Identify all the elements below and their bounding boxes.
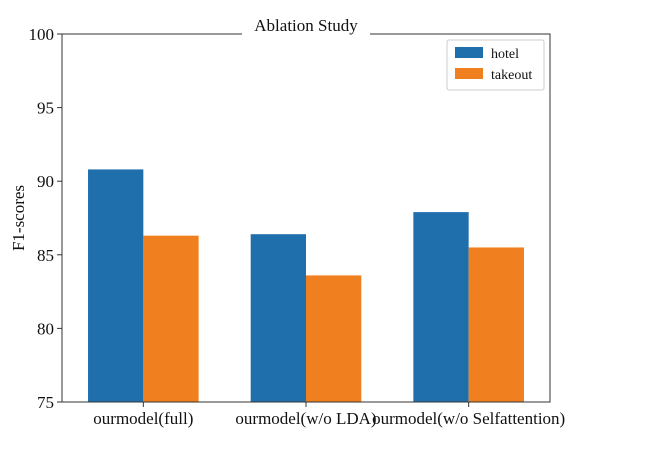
bar-hotel-0 [88, 169, 144, 402]
x-tick-label-1: ourmodel(w/o LDA) [235, 409, 376, 428]
legend-label-hotel: hotel [491, 47, 519, 62]
y-tick-label-85: 85 [37, 246, 54, 265]
x-tick-label-0: ourmodel(full) [93, 409, 193, 428]
bars-group [88, 169, 524, 402]
y-axis-label: F1-scores [9, 185, 28, 251]
bar-hotel-1 [250, 234, 306, 402]
legend: hotel takeout [446, 39, 545, 91]
legend-label-takeout: takeout [491, 68, 532, 83]
chart-title: Ablation Study [254, 16, 358, 35]
legend-swatch-hotel [455, 47, 483, 58]
x-tick-label-2: ourmodel(w/o Selfattention) [372, 409, 565, 428]
bar-takeout-1 [306, 275, 362, 402]
y-tick-label-75: 75 [37, 393, 54, 412]
chart-title-background [242, 14, 370, 36]
legend-swatch-takeout [455, 68, 483, 79]
y-tick-label-95: 95 [37, 99, 54, 118]
y-tick-label-90: 90 [37, 172, 54, 191]
bar-hotel-2 [413, 212, 469, 402]
y-tick-label-80: 80 [37, 319, 54, 338]
bar-takeout-0 [143, 235, 199, 402]
bar-takeout-2 [468, 247, 524, 402]
x-axis: ourmodel(full) ourmodel(w/o LDA)ourmodel(… [93, 402, 565, 428]
y-tick-label-100: 100 [29, 25, 55, 44]
y-axis: 75 80 85 90 95 100 [29, 25, 62, 412]
